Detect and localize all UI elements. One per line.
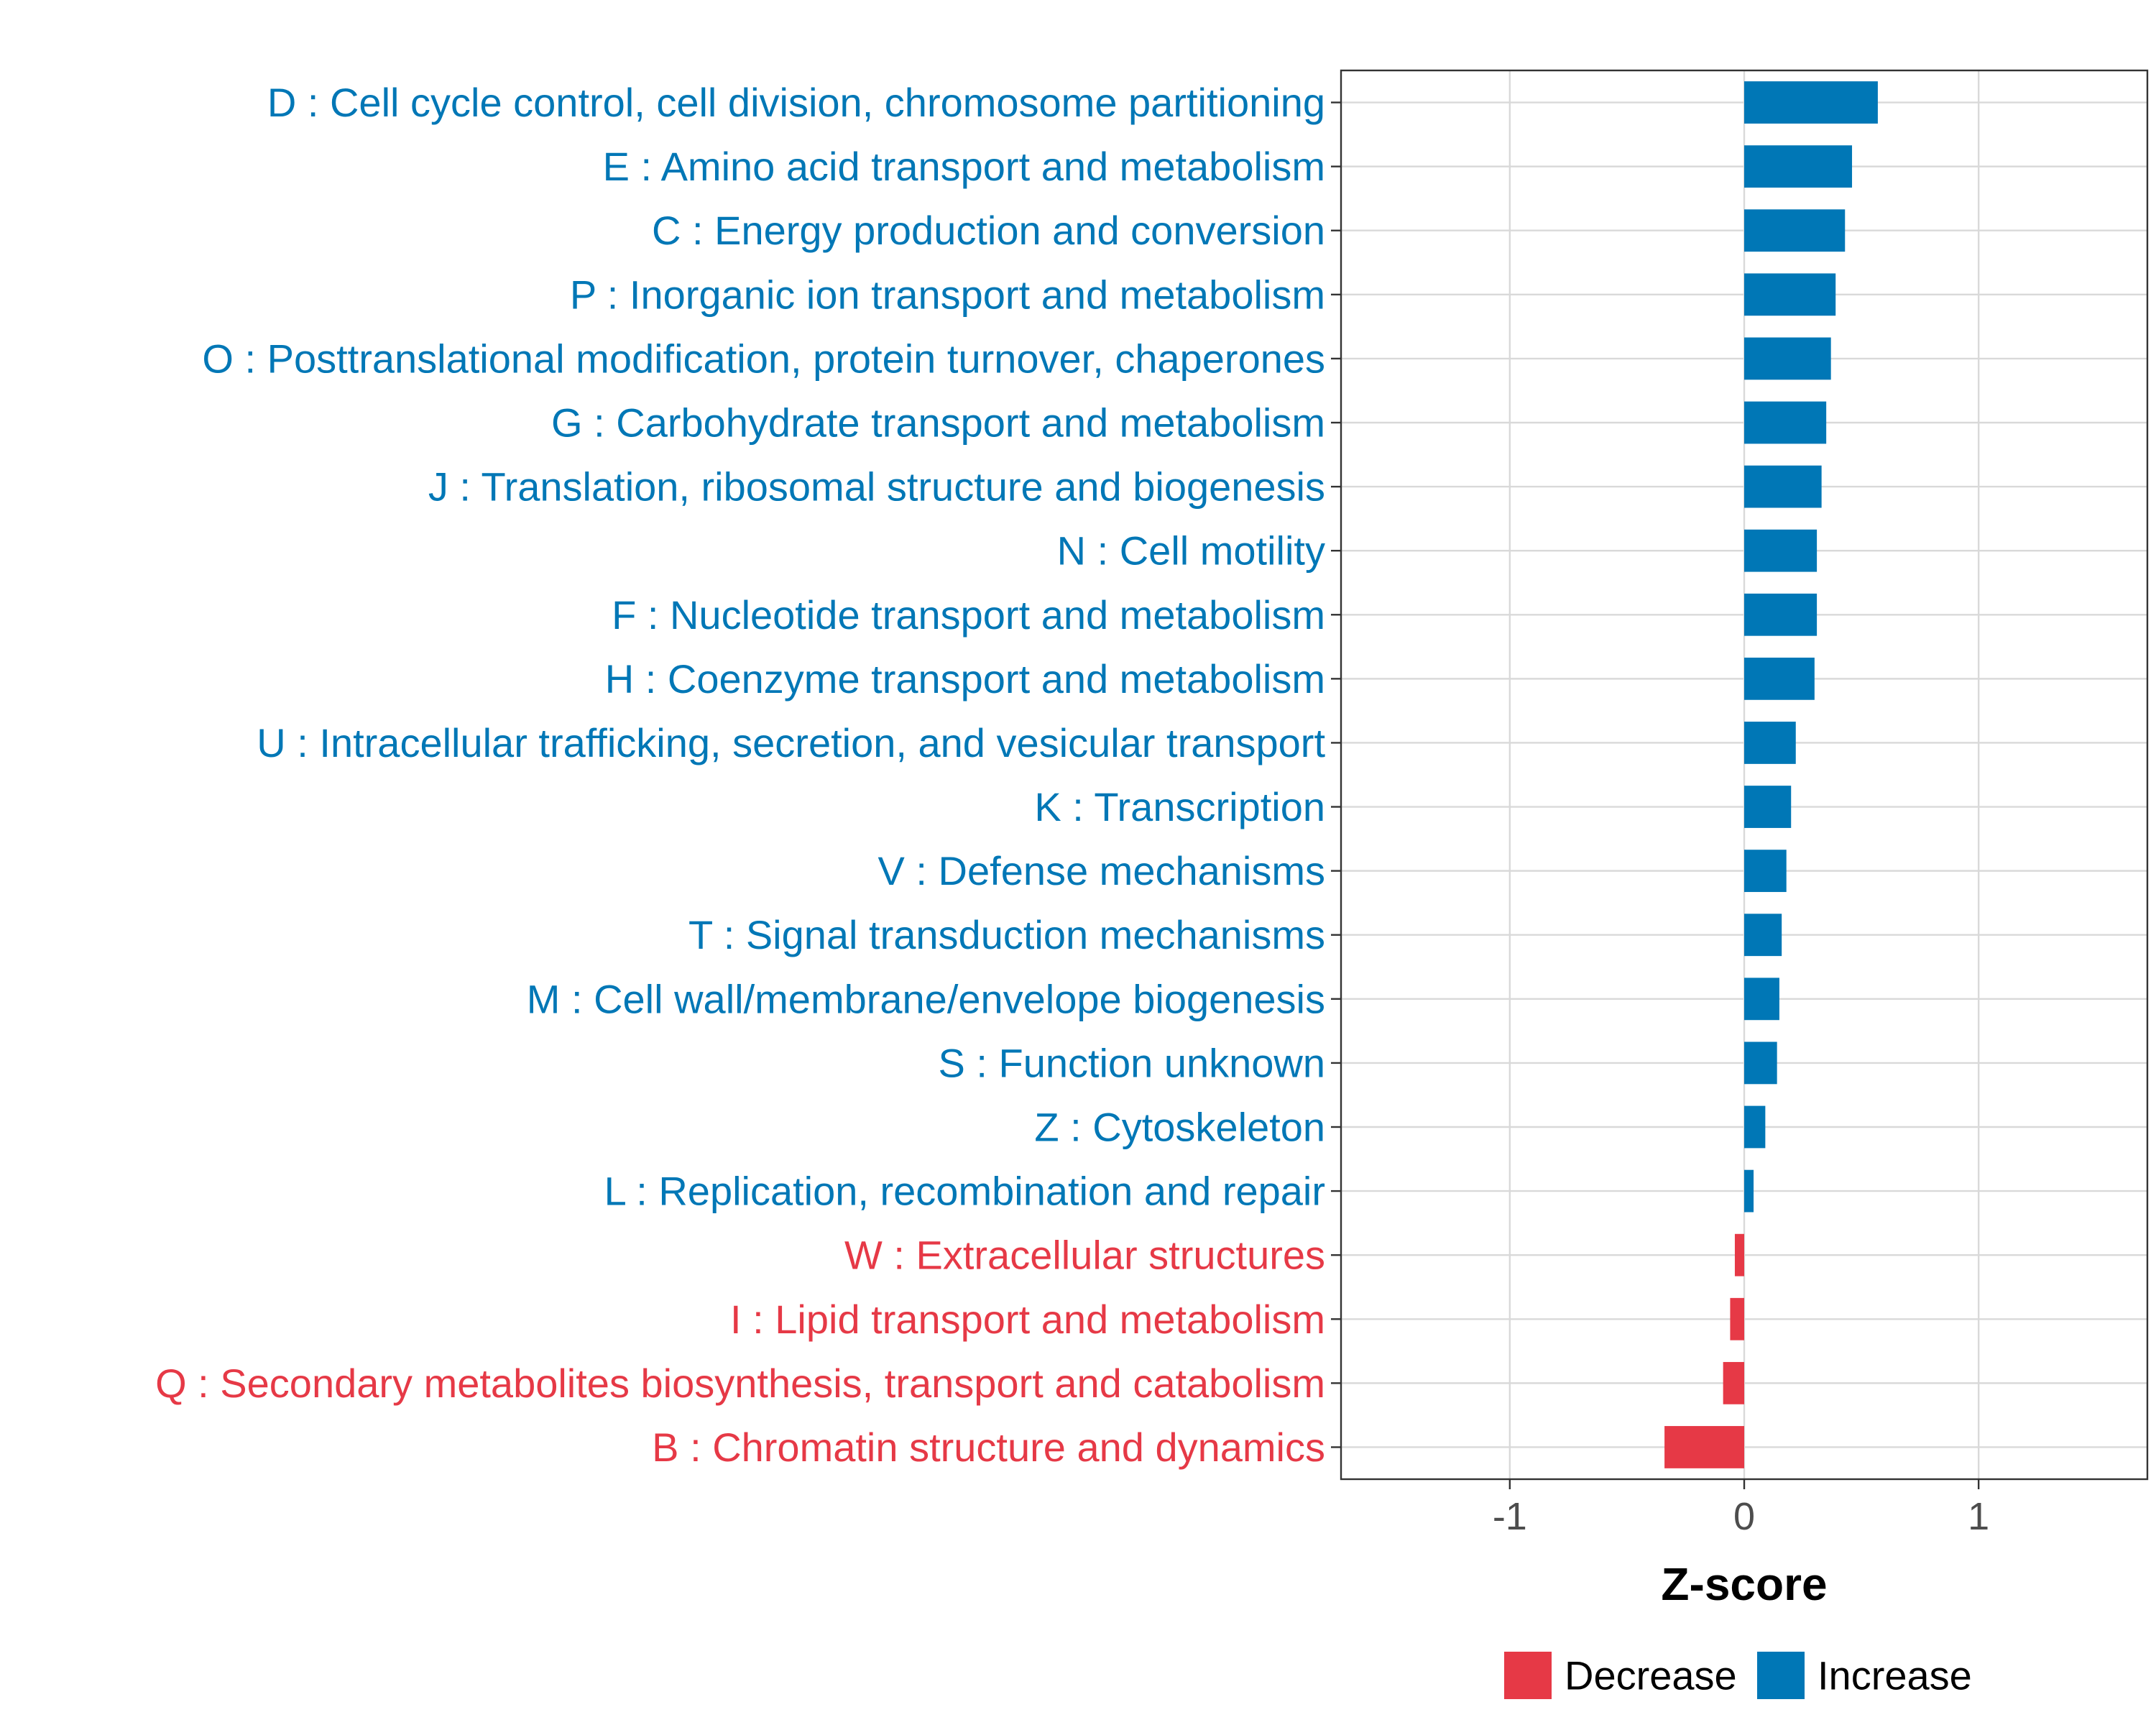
bar bbox=[1730, 1297, 1744, 1340]
legend: Decrease Increase bbox=[1504, 1652, 1972, 1699]
category-label: L : Replication, recombination and repai… bbox=[604, 1169, 1325, 1214]
category-label: H : Coenzyme transport and metabolism bbox=[605, 656, 1325, 702]
y-axis-labels: D : Cell cycle control, cell division, c… bbox=[155, 80, 1325, 1470]
category-label: K : Transcription bbox=[1034, 784, 1325, 829]
category-label: E : Amino acid transport and metabolism bbox=[603, 144, 1325, 189]
bar bbox=[1744, 1041, 1777, 1085]
category-label: N : Cell motility bbox=[1057, 528, 1325, 574]
bar bbox=[1723, 1361, 1744, 1404]
x-axis-title: Z-score bbox=[1661, 1558, 1827, 1610]
bar bbox=[1744, 593, 1818, 636]
bar bbox=[1744, 978, 1779, 1021]
category-label: C : Energy production and conversion bbox=[652, 208, 1325, 253]
x-tick-label: 0 bbox=[1733, 1495, 1755, 1538]
category-label: V : Defense mechanisms bbox=[878, 848, 1325, 893]
legend-label: Increase bbox=[1818, 1653, 1972, 1698]
category-label: O : Posttranslational modification, prot… bbox=[202, 336, 1325, 381]
legend-key bbox=[1504, 1652, 1552, 1699]
category-label: J : Translation, ribosomal structure and… bbox=[428, 464, 1325, 510]
x-axis-ticks: -1 0 1 bbox=[1493, 1479, 1989, 1538]
category-label: D : Cell cycle control, cell division, c… bbox=[267, 80, 1325, 125]
bar bbox=[1744, 337, 1831, 380]
bar bbox=[1744, 850, 1787, 893]
bar bbox=[1744, 657, 1815, 700]
bar bbox=[1744, 529, 1818, 572]
category-label: Z : Cytoskeleton bbox=[1034, 1105, 1325, 1150]
x-tick-label: 1 bbox=[1968, 1495, 1989, 1538]
category-label: I : Lipid transport and metabolism bbox=[730, 1297, 1325, 1342]
x-tick-label: -1 bbox=[1493, 1495, 1527, 1538]
legend-label: Decrease bbox=[1565, 1653, 1737, 1698]
category-label: W : Extracellular structures bbox=[844, 1233, 1325, 1278]
category-label: M : Cell wall/membrane/envelope biogenes… bbox=[527, 976, 1325, 1021]
bars bbox=[1664, 81, 1878, 1468]
bar bbox=[1744, 273, 1836, 316]
legend-key bbox=[1757, 1652, 1805, 1699]
category-label: P : Inorganic ion transport and metaboli… bbox=[570, 272, 1325, 317]
category-label: Q : Secondary metabolites biosynthesis, … bbox=[155, 1361, 1325, 1406]
category-label: T : Signal transduction mechanisms bbox=[688, 912, 1325, 957]
bar bbox=[1734, 1233, 1744, 1276]
category-label: G : Carbohydrate transport and metabolis… bbox=[551, 400, 1325, 446]
bar bbox=[1664, 1426, 1744, 1468]
bar bbox=[1744, 209, 1846, 252]
bar bbox=[1744, 145, 1853, 188]
y-axis-ticks bbox=[1331, 101, 1341, 1448]
bar bbox=[1744, 1105, 1766, 1149]
category-label: U : Intracellular trafficking, secretion… bbox=[257, 720, 1325, 765]
bar bbox=[1744, 786, 1792, 828]
bar bbox=[1744, 401, 1827, 444]
category-label: S : Function unknown bbox=[938, 1040, 1325, 1085]
bar bbox=[1744, 1169, 1754, 1213]
bar bbox=[1744, 722, 1796, 764]
bar bbox=[1744, 81, 1878, 124]
bar bbox=[1744, 914, 1782, 957]
bar bbox=[1744, 465, 1822, 508]
category-label: F : Nucleotide transport and metabolism bbox=[612, 592, 1325, 638]
category-label: B : Chromatin structure and dynamics bbox=[652, 1425, 1325, 1470]
